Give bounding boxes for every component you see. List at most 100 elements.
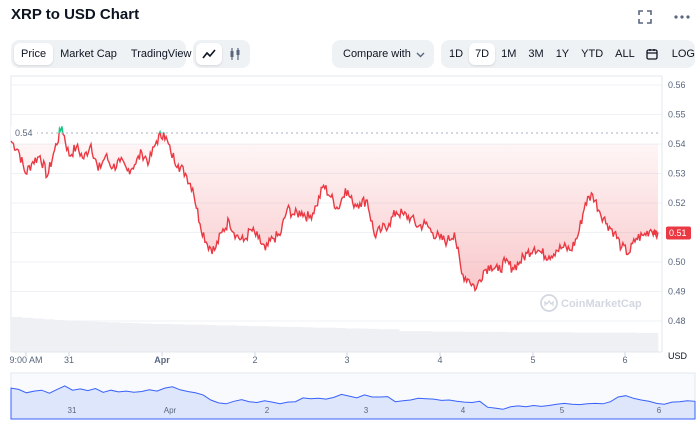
volume-bar [32, 318, 44, 352]
volume-bar [269, 326, 281, 352]
volume-bar [453, 331, 465, 352]
volume-bar [550, 332, 562, 352]
chevron-down-icon [416, 40, 425, 68]
calendar-icon[interactable] [641, 43, 663, 65]
current-price-tag: 0.51 [652, 226, 691, 240]
volume-bar [291, 326, 303, 352]
volume-bar [226, 325, 238, 352]
reference-price-label: 0.54 [15, 128, 33, 138]
navigator-x-tick-label: 4 [461, 406, 466, 415]
range-ytd[interactable]: YTD [581, 48, 604, 60]
view-tabs: Price Market Cap TradingView [11, 40, 191, 68]
range-1m[interactable]: 1M [501, 48, 517, 60]
volume-bars [11, 317, 659, 352]
volume-bar [582, 332, 594, 352]
range-1y[interactable]: 1Y [555, 48, 570, 60]
volume-bar [409, 331, 422, 352]
fullscreen-icon[interactable] [636, 8, 654, 26]
volume-bar [97, 321, 109, 352]
volume-bar [593, 332, 605, 352]
x-tick-label: 5 [530, 355, 535, 365]
volume-bar [43, 319, 55, 352]
range-all[interactable]: ALL [615, 48, 635, 60]
volume-bar [517, 332, 529, 352]
volume-bar [463, 331, 475, 352]
log-toggle[interactable]: LOG [671, 48, 695, 60]
volume-bar [183, 324, 195, 352]
y-tick-label: 0.53 [668, 169, 686, 179]
navigator-x-tick-label: 3 [364, 406, 369, 415]
volume-bar [11, 317, 23, 352]
volume-bar [625, 332, 637, 352]
volume-bar [560, 332, 573, 352]
volume-bar [140, 323, 152, 352]
more-horizontal-icon[interactable] [673, 8, 691, 26]
y-tick-label: 0.50 [668, 257, 686, 267]
line-chart-icon[interactable] [196, 43, 222, 65]
volume-bar [248, 326, 260, 352]
navigator-x-tick-label: Apr [164, 406, 177, 415]
volume-bar [21, 317, 33, 352]
volume-bar [161, 323, 174, 352]
y-axis: 0.56 0.55 0.54 0.53 0.52 0.51 0.50 0.49 0.48 [668, 80, 686, 326]
x-axis: 9:00 AM 31 Apr 2 3 4 5 6 [9, 351, 662, 365]
volume-bar [118, 322, 130, 352]
x-tick-label: 3 [344, 355, 349, 365]
current-price-label: 0.51 [669, 228, 687, 238]
range-1d[interactable]: 1D [449, 48, 464, 60]
reference-price-bg [11, 126, 37, 139]
chart-title: XRP to USD Chart [11, 6, 140, 23]
x-tick-label: Apr [154, 355, 170, 365]
navigator-area [10, 385, 696, 420]
candlestick-icon[interactable] [222, 43, 248, 65]
volume-bar [302, 327, 314, 352]
volume-bar [129, 323, 141, 352]
volume-bar [259, 326, 271, 352]
volume-bar [345, 328, 357, 352]
range-7d[interactable]: 7D [469, 43, 496, 65]
volume-bar [366, 328, 378, 352]
volume-bar [442, 331, 454, 352]
y-tick-label: 0.55 [668, 110, 686, 120]
coinmarketcap-watermark: CoinMarketCap [540, 294, 642, 312]
range-3m[interactable]: 3M [528, 48, 544, 60]
volume-bar [237, 325, 249, 352]
navigator[interactable]: 31 Apr 2 3 4 5 6 [10, 372, 696, 420]
tab-market-cap[interactable]: Market Cap [60, 48, 117, 60]
volume-bar [604, 332, 616, 352]
volume-bar [215, 325, 227, 352]
y-tick-label: 0.52 [668, 198, 686, 208]
price-area-below-reference [11, 133, 658, 291]
chart-type-toggle [193, 40, 250, 68]
volume-bar [377, 329, 389, 352]
compare-label: Compare with [343, 48, 411, 60]
volume-bar [334, 328, 346, 352]
tab-tradingview[interactable]: TradingView [130, 48, 192, 60]
x-tick-label: 9:00 AM [9, 355, 42, 365]
volume-bar [151, 323, 163, 352]
x-tick-label: 2 [252, 355, 257, 365]
tab-price[interactable]: Price [14, 43, 54, 65]
y-tick-label: 0.56 [668, 80, 686, 90]
y-tick-label: 0.49 [668, 287, 686, 297]
volume-bar [108, 322, 120, 352]
volume-bar [205, 325, 217, 352]
volume-bar [485, 331, 497, 352]
volume-bar [323, 327, 335, 352]
volume-bar [399, 331, 411, 352]
x-tick-label: 31 [64, 355, 74, 365]
current-price-dot [652, 230, 658, 235]
volume-bar [86, 321, 98, 352]
navigator-x-tick-label: 2 [265, 406, 270, 415]
coinmarketcap-logo-icon [540, 294, 558, 312]
volume-bar [647, 333, 659, 352]
x-tick-label: 4 [437, 355, 442, 365]
current-price-badge [666, 226, 691, 240]
volume-bar [54, 320, 66, 352]
volume-bar [64, 320, 76, 352]
compare-dropdown[interactable]: Compare with [332, 40, 434, 68]
navigator-x-tick-label: 31 [68, 406, 77, 415]
navigator-x-tick-label: 6 [657, 406, 662, 415]
volume-bar [614, 332, 626, 352]
